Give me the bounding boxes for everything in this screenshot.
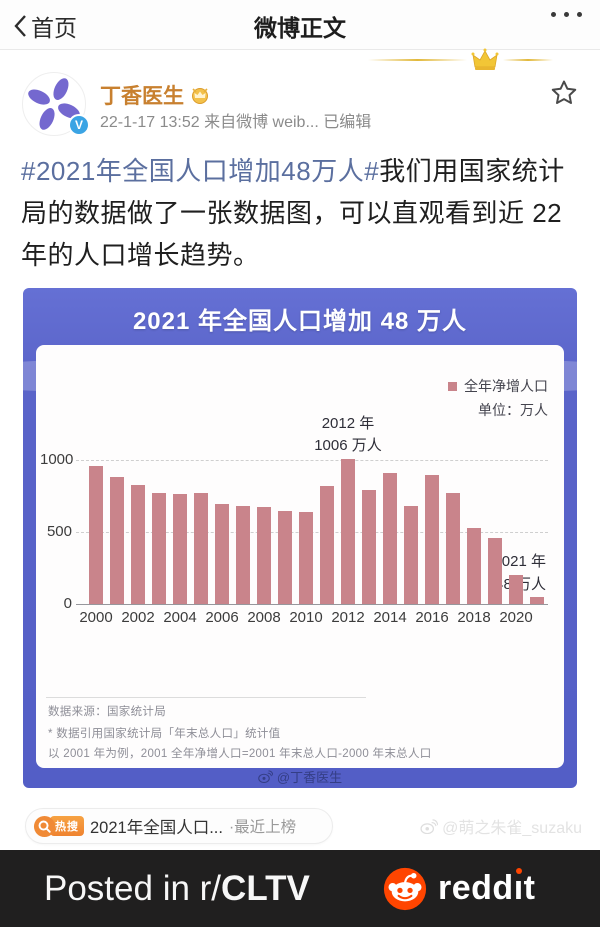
y-tick-label: 1000 — [40, 451, 74, 468]
bar-2021 — [530, 597, 544, 604]
x-tick-label: 2012 — [331, 609, 365, 626]
bar-2003 — [152, 492, 166, 604]
hashtag-link[interactable]: #2021年全国人口增加48万人# — [21, 156, 380, 186]
bar-2002 — [131, 485, 145, 604]
x-tick-label: 2002 — [121, 609, 155, 626]
bar-2017 — [446, 492, 460, 604]
subreddit-name[interactable]: CLTV — [221, 868, 310, 908]
plot-area: 0 500 1000 2000 2002 2004 2006 2008 2010 2012 2014… — [36, 345, 564, 645]
hot-badge-label: 热搜 — [50, 816, 84, 836]
unit-label: 单位：万人 — [478, 402, 548, 418]
chart-image[interactable]: 2021 年全国人口增加 48 万人 全年净增人口 单位：万人 2012 年 1… — [23, 288, 577, 788]
reddit-wordmark-start: redd — [438, 869, 514, 907]
weibo-logo-icon — [258, 770, 273, 783]
reddit-brand[interactable]: redd ı t — [383, 850, 535, 927]
chart-title: 2021 年全国人口增加 48 万人 — [132, 308, 468, 335]
source-note: 数据来源：国家统计局 — [48, 706, 166, 718]
author-name[interactable]: 丁香医生 — [100, 80, 210, 110]
screenshot-watermark: @萌之朱雀_suzaku — [420, 814, 582, 838]
star-icon — [551, 80, 577, 104]
bar-2008 — [257, 507, 271, 604]
post-body: 我们用国家统计局的数据做了一张数据图，可以直观看到近 22 年的人口增长趋势。 — [21, 156, 565, 270]
bar-2009 — [278, 510, 292, 604]
chart-card: 全年净增人口 单位：万人 2012 年 1006 万人 2021 年 48 万人… — [36, 345, 564, 768]
x-tick-label: 2010 — [289, 609, 323, 626]
verified-badge-icon: V — [68, 114, 90, 136]
y-tick-label: 500 — [46, 523, 72, 540]
more-options-button[interactable] — [551, 12, 582, 17]
image-watermark: @丁香医生 — [23, 767, 577, 786]
hot-search-badge: 热搜 — [33, 815, 84, 838]
hot-search-title: 2021年全国人口... — [90, 819, 223, 837]
gold-line-left — [368, 59, 468, 61]
legend-swatch — [448, 381, 457, 391]
reddit-wordmark-i: ı — [513, 868, 524, 907]
x-tick-label: 2000 — [79, 609, 113, 626]
x-tick-label: 2016 — [415, 609, 449, 626]
gridline-0 — [76, 604, 548, 605]
post-body-text: #2021年全国人口增加48万人#我们用国家统计局的数据做了一张数据图，可以直观… — [21, 150, 581, 276]
bar-2014 — [383, 472, 397, 604]
hot-search-pill[interactable]: 热搜 2021年全国人口... ·最近上榜 — [25, 808, 333, 844]
annotation-2021: 2021 年 48 万人 — [493, 553, 546, 593]
bar-2007 — [236, 505, 250, 604]
x-tick-label: 2004 — [163, 609, 197, 626]
method-note-2: 以 2001 年为例，2001 全年净增人口=2001 年末总人口-2000 年… — [48, 748, 432, 760]
bar-2019 — [488, 538, 502, 604]
hot-search-status: ·最近上榜 — [228, 819, 297, 836]
bar-2011 — [320, 485, 334, 604]
edited-flag[interactable]: 已编辑 — [323, 114, 372, 131]
source-app[interactable]: 来自微博 weib... — [204, 114, 319, 131]
reddit-footer-bar: Posted in r/CLTV redd ı t — [0, 850, 600, 927]
bar-2001 — [110, 476, 124, 604]
chart-legend: 全年净增人口 — [448, 376, 548, 396]
x-tick-label: 2014 — [373, 609, 407, 626]
vip-crown-decoration — [368, 44, 553, 76]
x-tick-label: 2008 — [247, 609, 281, 626]
legend-label: 全年净增人口 — [464, 378, 548, 394]
y-tick-label: 0 — [63, 595, 72, 612]
bar-2000 — [89, 466, 103, 604]
top-nav-bar: 首页 微博正文 — [0, 0, 600, 50]
timestamp: 22-1-17 13:52 — [100, 114, 200, 131]
bar-2006 — [215, 504, 229, 604]
bar-2005 — [194, 493, 208, 604]
footnote-divider — [46, 697, 366, 698]
post-meta: 22-1-17 13:52 来自微博 weib... 已编辑 — [100, 108, 371, 132]
page-title: 微博正文 — [254, 15, 346, 41]
bar-2013 — [362, 489, 376, 604]
reddit-snoo-icon — [383, 867, 427, 910]
x-tick-label: 2006 — [205, 609, 239, 626]
bar-2018 — [467, 527, 481, 604]
annotation-2012: 2012 年 1006 万人 — [314, 415, 382, 454]
chevron-left-icon — [14, 15, 26, 37]
reddit-wordmark-end: t — [523, 869, 536, 907]
bar-2020 — [509, 574, 523, 604]
back-button[interactable]: 首页 — [14, 9, 77, 43]
gridline-1000 — [76, 460, 548, 461]
bar-2015 — [404, 506, 418, 604]
back-label: 首页 — [31, 15, 77, 41]
vip-medal-icon — [192, 88, 208, 104]
posted-in-text: Posted in r/CLTV — [44, 868, 310, 908]
x-tick-label: 2018 — [457, 609, 491, 626]
bar-2012 — [341, 459, 355, 604]
favorite-star-button[interactable] — [549, 78, 579, 113]
bar-2004 — [173, 494, 187, 604]
avatar[interactable] — [22, 72, 86, 136]
reddit-wordmark: redd ı t — [438, 868, 536, 908]
crown-icon — [471, 48, 499, 70]
reddit-i-dot — [515, 868, 522, 874]
method-note-1: * 数据引用国家统计局「年末总人口」统计值 — [48, 728, 281, 740]
weibo-logo-icon — [420, 818, 439, 834]
bar-2010 — [299, 511, 313, 604]
gold-line-right — [503, 59, 553, 61]
bar-2016 — [425, 474, 439, 604]
x-tick-label: 2020 — [499, 609, 533, 626]
author-name-text: 丁香医生 — [100, 85, 184, 108]
search-icon — [33, 815, 56, 837]
dxy-clover-logo-icon — [28, 78, 80, 130]
